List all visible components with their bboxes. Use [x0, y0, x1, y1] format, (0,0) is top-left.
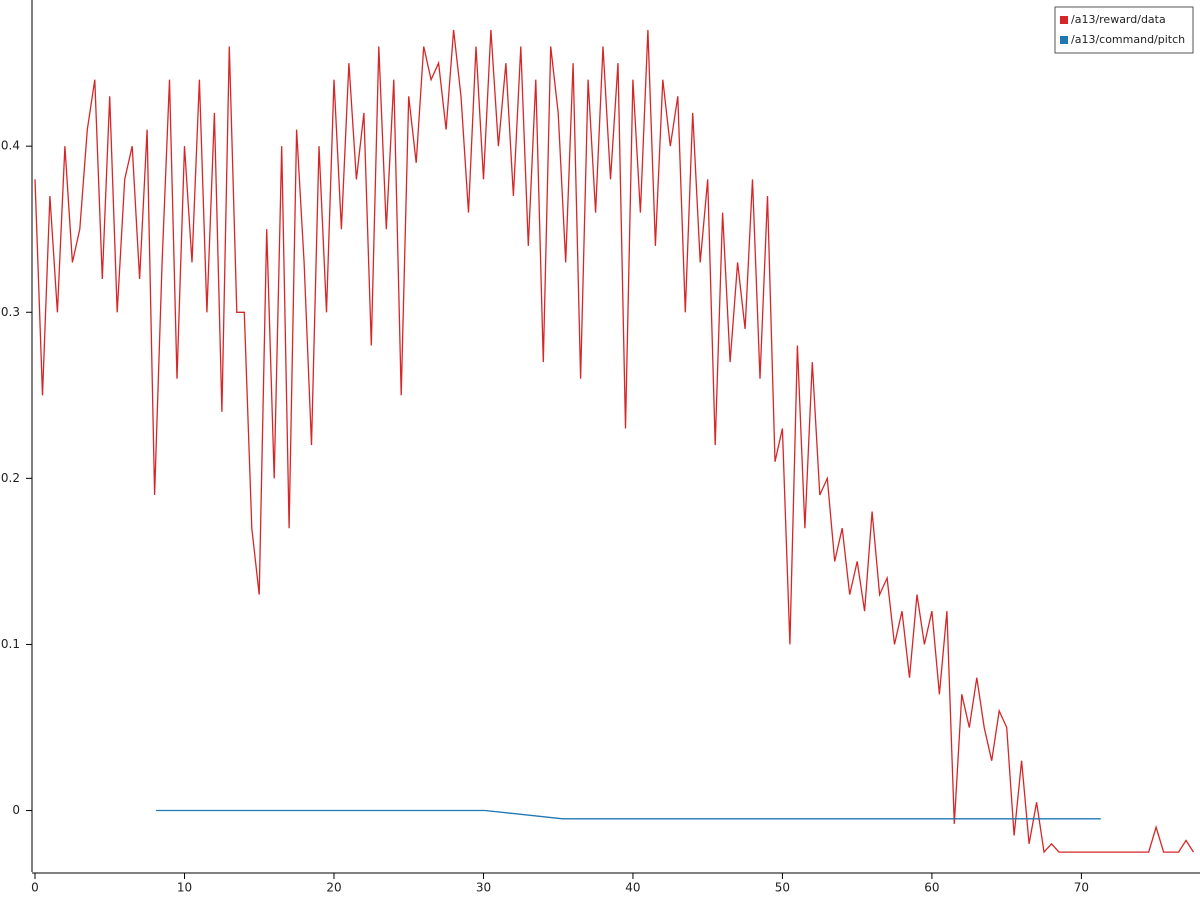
legend-label: /a13/command/pitch [1071, 33, 1185, 46]
x-tick-label: 60 [924, 881, 939, 895]
legend: /a13/reward/data/a13/command/pitch [1054, 6, 1194, 54]
y-tick-label: 0.2 [1, 471, 20, 485]
x-tick-label: 20 [326, 881, 341, 895]
y-tick-label: 0 [12, 803, 20, 817]
y-tick-label: 0.3 [1, 305, 20, 319]
y-tick-label: 0.4 [1, 139, 20, 153]
x-tick-label: 10 [177, 881, 192, 895]
y-tick-label: 0.1 [1, 637, 20, 651]
legend-box [1054, 6, 1194, 54]
series-line [34, 29, 1195, 854]
x-tick-label: 50 [775, 881, 790, 895]
legend-label: /a13/reward/data [1071, 13, 1166, 26]
x-tick-label: 40 [625, 881, 640, 895]
legend-swatch [1060, 16, 1068, 24]
x-tick-label: 0 [31, 881, 39, 895]
x-tick-label: 70 [1074, 881, 1089, 895]
legend-swatch [1060, 36, 1068, 44]
x-tick-label: 30 [476, 881, 491, 895]
series-line [156, 809, 1101, 820]
